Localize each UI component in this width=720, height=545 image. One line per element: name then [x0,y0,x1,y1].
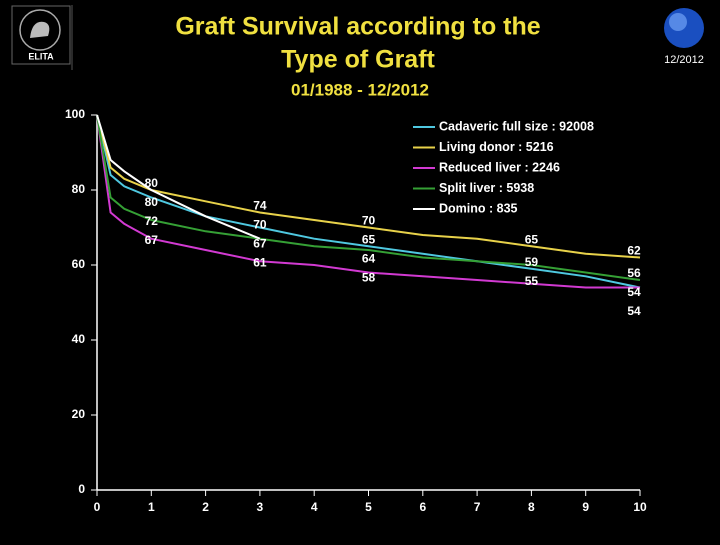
series-line [96,114,261,240]
legend-label: Split liver : 5938 [439,181,534,195]
data-label: 54 [627,285,641,299]
chart-title: Graft Survival according to the [175,13,540,41]
data-label: 70 [253,218,267,232]
logo-icon [30,21,50,38]
x-tick-label: 5 [365,500,372,514]
data-label: 54 [627,304,641,318]
globe-shine [669,13,687,31]
date: 12/2012 [664,54,704,66]
data-label: 65 [362,233,376,247]
x-tick-label: 9 [582,500,589,514]
x-tick-label: 1 [148,500,155,514]
data-label: 64 [362,252,376,266]
data-label: 80 [145,195,159,209]
legend-label: Living donor : 5216 [439,140,554,154]
data-label: 70 [362,214,376,228]
y-tick-label: 100 [65,107,85,121]
logo-text: ELITA [28,51,54,61]
y-tick-label: 80 [72,182,86,196]
data-label: 80 [145,176,159,190]
y-tick-label: 0 [78,482,85,496]
series-line [96,114,641,281]
x-tick-label: 3 [257,500,264,514]
series-line [96,114,640,289]
y-tick-label: 60 [72,257,86,271]
data-label: 61 [253,256,267,270]
legend-label: Reduced liver : 2246 [439,160,560,174]
data-label: 56 [627,266,641,280]
legend-label: Cadaveric full size : 92008 [439,119,594,133]
series-line [96,114,641,289]
logo-ring [19,9,61,51]
data-label: 74 [253,199,267,213]
legend-label: Domino : 835 [439,201,518,215]
x-tick-label: 8 [528,500,535,514]
data-label: 58 [362,271,376,285]
x-tick-label: 6 [419,500,426,514]
data-label: 55 [525,274,539,288]
x-tick-label: 4 [311,500,318,514]
data-label: 65 [525,232,539,246]
y-tick-label: 40 [72,332,86,346]
x-tick-label: 7 [474,500,481,514]
chart-subtitle: 01/1988 - 12/2012 [291,80,429,99]
logo: ELITA [11,5,71,65]
data-label: 62 [627,244,641,258]
x-tick-label: 0 [94,500,101,514]
data-label: 67 [253,237,267,251]
series-line [96,114,641,259]
data-label: 72 [145,214,159,228]
chart-title-line2: Type of Graft [281,46,435,74]
data-label: 59 [525,255,539,269]
data-label: 67 [145,233,159,247]
x-tick-label: 10 [633,500,647,514]
y-tick-label: 20 [72,407,86,421]
x-tick-label: 2 [202,500,209,514]
